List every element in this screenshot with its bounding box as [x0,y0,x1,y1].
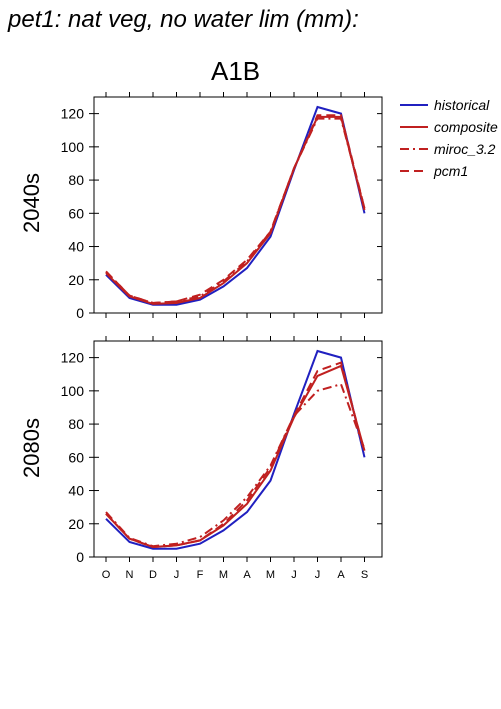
series-line-composite [105,115,366,305]
series-line-historical [105,105,366,306]
x-tick-label: J [315,569,321,581]
x-tick-label: M [219,569,228,581]
y-tick-label: 80 [68,172,84,188]
y-tick-label: 20 [68,516,84,532]
series-line-miroc-3-2 [105,117,366,305]
legend-label-miroc-3-2: miroc_3.2 [434,141,496,157]
series-line-historical [105,349,366,550]
y-tick-label: 120 [61,350,85,366]
x-tick-label: O [102,569,111,581]
x-tick-label: S [361,569,368,581]
x-tick-label: J [174,569,180,581]
scenario-title: A1B [211,56,261,86]
legend-label-pcm1: pcm1 [433,163,468,179]
y-tick-label: 0 [76,549,84,565]
y-tick-label: 40 [68,239,84,255]
x-tick-label: A [337,569,345,581]
y-tick-label: 0 [76,305,84,321]
legend-label-composite: composite [434,119,498,135]
y-tick-label: 20 [68,272,84,288]
x-tick-label: J [291,569,297,581]
x-tick-label: N [126,569,134,581]
plot-frame-0 [93,96,383,314]
plot-frame-1 [93,340,383,558]
legend-label-historical: historical [434,97,490,113]
x-tick-label: D [149,569,157,581]
page-title: pet1: nat veg, no water lim (mm): [8,6,359,33]
y-tick-label: 120 [61,106,85,122]
y-tick-label: 40 [68,483,84,499]
y-tick-label: 100 [61,139,85,155]
series-line-miroc-3-2 [105,382,366,548]
x-tick-label: M [266,569,275,581]
y-tick-label: 80 [68,416,84,432]
x-tick-label: A [243,569,251,581]
series-line-pcm1 [105,114,366,305]
y-tick-label: 60 [68,449,84,465]
y-tick-label: 60 [68,205,84,221]
x-tick-label: F [197,569,204,581]
series-line-pcm1 [105,361,366,549]
series-line-composite [105,364,366,549]
y-tick-label: 100 [61,383,85,399]
